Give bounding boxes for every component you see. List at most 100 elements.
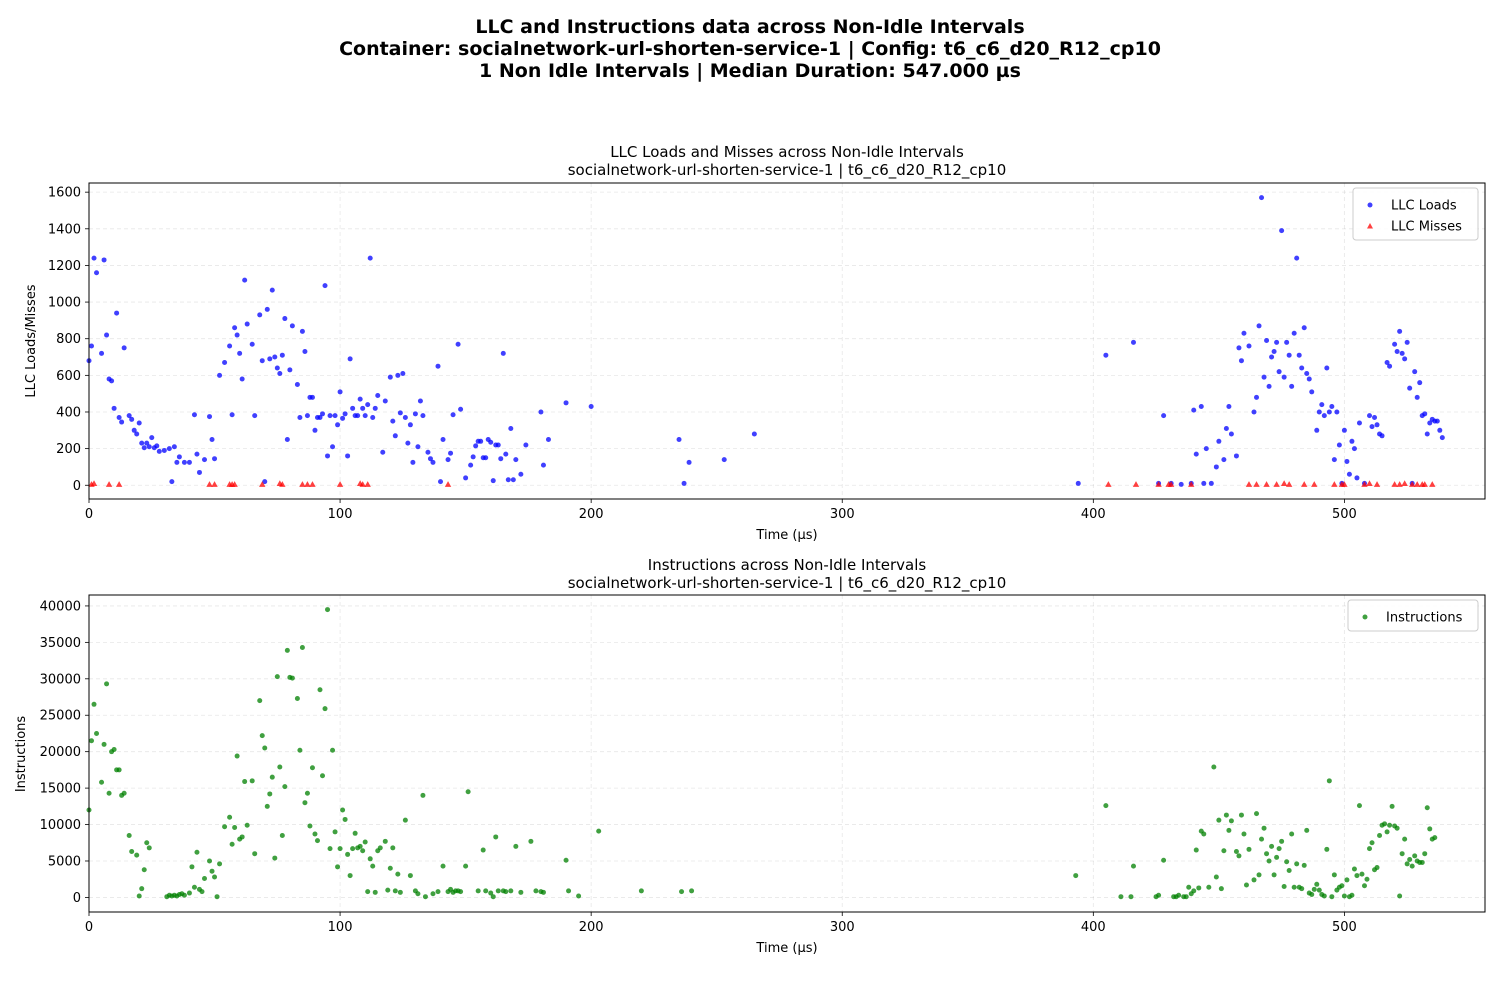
llc-loads-point (450, 412, 456, 418)
llc-loads-point (309, 394, 315, 400)
instructions-point (365, 889, 371, 895)
llc-loads-point (380, 449, 386, 455)
llc-loads-point (463, 475, 469, 481)
llc-loads-point (370, 414, 376, 420)
instructions-point (495, 888, 501, 894)
instructions-point (314, 838, 320, 844)
llc-loads-point (194, 451, 200, 457)
instructions-point (508, 888, 514, 894)
instructions-point (390, 845, 396, 851)
instructions-point (1419, 859, 1425, 865)
llc-loads-point (104, 332, 110, 338)
llc-loads-point (1356, 420, 1362, 426)
instructions-point (1424, 805, 1430, 811)
instructions-chart-title-line-1: Instructions across Non-Idle Intervals (648, 556, 927, 574)
instructions-point (1367, 846, 1373, 852)
llc-loads-point (538, 409, 544, 415)
instructions-point (201, 875, 207, 881)
instructions-point (1324, 846, 1330, 852)
llc-loads-point (340, 415, 346, 421)
llc-loads-point (540, 462, 546, 468)
llc-loads-point (1374, 422, 1380, 428)
llc-loads-point (495, 442, 501, 448)
llc-loads-point (237, 350, 243, 356)
llc-loads-point (1223, 425, 1229, 431)
llc-loads-point (1367, 413, 1373, 419)
llc-loads-point (1372, 414, 1378, 420)
llc-loads-legend-marker (1367, 202, 1373, 208)
instructions-point (207, 858, 213, 864)
llc-loads-point (176, 454, 182, 460)
llc-misses-point (115, 481, 123, 487)
llc-loads-point (1326, 409, 1332, 415)
llc-loads-point (1319, 402, 1325, 408)
instructions-point (596, 828, 602, 834)
llc-loads-point (294, 382, 300, 388)
instructions-point (111, 746, 117, 752)
instructions-point (392, 888, 398, 894)
llc-loads-point (154, 443, 160, 449)
llc-loads-point (302, 349, 308, 355)
instructions-point (350, 846, 356, 852)
llc-loads-point (327, 413, 333, 419)
llc-misses-legend-marker (1367, 223, 1373, 229)
llc-loads-point (304, 413, 310, 419)
llc-loads-point (269, 287, 275, 293)
llc-loads-point (395, 372, 401, 378)
instructions-point (332, 829, 338, 835)
llc-loads-point (350, 405, 356, 411)
llc-loads-point (257, 312, 263, 318)
instructions-point (91, 701, 97, 707)
llc-loads-point (262, 479, 268, 485)
instructions-point (227, 814, 233, 820)
llc-loads-point (332, 413, 338, 419)
instructions-point (465, 789, 471, 795)
llc-loads-point (430, 459, 436, 465)
instructions-point (327, 846, 333, 852)
instructions-point (475, 888, 481, 894)
llc-chart-y-tick-label: 400 (56, 405, 81, 420)
llc-loads-point (217, 372, 223, 378)
llc-loads-point (1296, 352, 1302, 358)
llc-loads-point (337, 389, 343, 395)
llc-loads-point (415, 444, 421, 450)
llc-loads-point (1294, 255, 1300, 261)
figure-title: LLC and Instructions data across Non-Idl… (0, 16, 1500, 82)
llc-loads-point (483, 455, 489, 461)
instructions-point (126, 832, 132, 838)
llc-loads-point (681, 480, 687, 486)
llc-misses-point (1401, 480, 1408, 486)
llc-loads-point (1304, 371, 1310, 377)
llc-chart-y-axis-label: LLC Loads/Misses (24, 284, 39, 397)
instructions-point (357, 843, 363, 849)
llc-misses-point (279, 481, 286, 487)
llc-misses-point (359, 481, 366, 487)
instructions-point (1218, 886, 1224, 892)
instructions-point (518, 889, 524, 895)
llc-loads-point (249, 341, 255, 347)
instructions-point (229, 841, 235, 847)
llc-loads-point (407, 422, 413, 428)
llc-chart-y-tick-label: 1000 (48, 296, 81, 311)
instructions-point (104, 681, 110, 687)
instructions-point (1281, 883, 1287, 889)
llc-chart-y-tick-label: 200 (56, 442, 81, 457)
instructions-point (249, 778, 255, 784)
instructions-point (217, 861, 223, 867)
llc-chart-ticks: 0 100 200 300 400 500 0 200 400 600 800 1000 1200 140… (48, 186, 1357, 522)
instructions-chart-x-tick-label: 400 (1081, 920, 1106, 935)
instructions-point (274, 674, 280, 680)
llc-misses-point (1408, 481, 1416, 487)
llc-loads-point (171, 444, 177, 450)
instructions-point (1409, 863, 1415, 869)
llc-loads-point (322, 283, 328, 289)
llc-loads-point (510, 477, 516, 483)
llc-loads-point (1276, 369, 1282, 375)
instructions-point (1264, 851, 1270, 857)
llc-misses-point (90, 480, 98, 486)
llc-loads-point (686, 459, 692, 465)
instructions-point (1427, 826, 1433, 832)
llc-loads-point (1414, 394, 1420, 400)
instructions-point (463, 863, 469, 869)
instructions-point (1289, 831, 1295, 837)
